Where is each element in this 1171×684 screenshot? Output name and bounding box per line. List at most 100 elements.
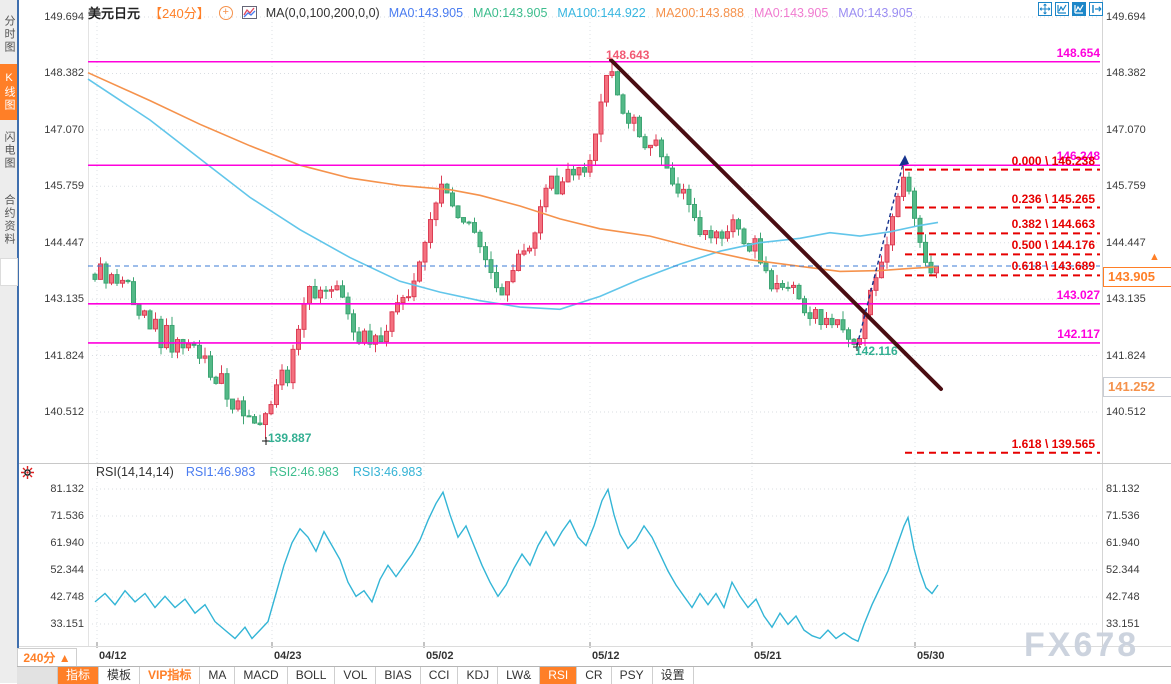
- level-line-label: 146.248: [1056, 149, 1100, 164]
- price-axis-label: 149.694: [1106, 11, 1146, 23]
- toolbar-item-PSY[interactable]: PSY: [612, 667, 653, 684]
- toolbar-item-RSI[interactable]: RSI: [540, 667, 578, 684]
- price-axis-label: 149.694: [44, 11, 84, 23]
- ma-value-label: MA0:143.905: [473, 5, 548, 20]
- sidebar-blank-tab[interactable]: [0, 258, 18, 286]
- rsi-axis-label: 71.536: [1106, 509, 1140, 522]
- watermark: FX678: [1024, 626, 1140, 664]
- rsi-axis-label: 81.132: [1106, 483, 1140, 495]
- rsi-axis-label: 42.748: [50, 590, 84, 603]
- toolbar-item-VOL[interactable]: VOL: [335, 667, 377, 684]
- price-axis-label: 145.759: [44, 180, 84, 193]
- interval-selector[interactable]: 240分 ▲: [17, 648, 77, 668]
- low-cross-marker: [853, 343, 861, 351]
- fib-level-label: 1.618 \ 139.565: [1011, 436, 1095, 451]
- level-line-label: 148.654: [1056, 45, 1100, 60]
- price-axis-label: 143.135: [1106, 293, 1146, 306]
- price-axis-label: 143.135: [44, 293, 84, 306]
- add-indicator-icon[interactable]: +: [218, 5, 233, 20]
- price-axis-label: 140.512: [44, 406, 84, 418]
- sidebar-tab-time-chart[interactable]: 分时图: [3, 14, 15, 54]
- sidebar-tab-lightning-chart[interactable]: 闪电图: [3, 130, 15, 170]
- price-annotation: 142.116: [855, 344, 898, 358]
- date-axis-label: 04/12: [99, 650, 127, 662]
- pane-exit-icon[interactable]: [1089, 2, 1103, 16]
- indicator-settings-icon[interactable]: [21, 465, 34, 479]
- toolbar-item-设置[interactable]: 设置: [653, 667, 694, 684]
- bottom-toolbar: 指标 模板 VIP指标 MA MACD BOLL VOL BIAS CCI KDJ LW& RSI CR…: [17, 666, 1171, 684]
- rsi-axis-label: 33.151: [1106, 618, 1140, 630]
- price-axis-label: 147.070: [44, 123, 84, 136]
- chart-mode-icon[interactable]: [1072, 2, 1086, 16]
- rsi-axis-label: 52.344: [1106, 563, 1140, 576]
- chart-header: 美元日元 【240分】 + MA(0,0,100,200,0,0) MA0:14…: [88, 3, 923, 22]
- rsi-axis-label: 61.940: [1106, 536, 1140, 549]
- date-axis-label: 04/23: [274, 650, 302, 662]
- date-axis-label: 05/21: [754, 650, 782, 662]
- rsi-value-label: RSI1:46.983: [185, 465, 256, 479]
- ma100-line: [87, 78, 939, 311]
- ma-values: MA0:143.905 MA0:143.905 MA100:144.922 MA200…: [389, 6, 923, 20]
- toolbar-item-BOLL[interactable]: BOLL: [288, 667, 336, 684]
- rsi-axis-label: 42.748: [1106, 590, 1140, 603]
- toolbar-filler: [694, 667, 1171, 684]
- fib-level-label: 0.000 \ 146.238: [1011, 153, 1095, 168]
- timeframe-label: 【240分】: [149, 6, 210, 21]
- level-line-label: 143.027: [1056, 287, 1100, 302]
- price-axis-label: 140.512: [1106, 406, 1146, 418]
- region-zoom-icon[interactable]: [1055, 2, 1069, 16]
- sidebar-tab-contract-info[interactable]: 合约资料: [3, 194, 15, 246]
- price-axis-label: 144.447: [1106, 236, 1146, 249]
- rsi-value-label: RSI3:46.983: [352, 465, 423, 479]
- symbol-name: 美元日元: [88, 6, 141, 21]
- fib-level-label: 0.236 \ 145.265: [1011, 191, 1095, 206]
- toolbar-item-LW&[interactable]: LW&: [498, 667, 541, 684]
- arrowhead-icon: [899, 155, 909, 166]
- trend-line[interactable]: [609, 58, 943, 391]
- rsi-title[interactable]: RSI(14,14,14): [96, 465, 174, 479]
- chart-toolbar-icons: [1038, 2, 1103, 16]
- toolbar-spacer: [17, 667, 58, 684]
- price-axis-label: 148.382: [1106, 67, 1146, 80]
- price-axis-label: 144.447: [44, 236, 84, 249]
- ma200-line: [87, 71, 939, 273]
- rsi-axis-label: 33.151: [50, 618, 84, 630]
- rsi-axis-label: 61.940: [50, 536, 84, 549]
- fib-level-label: 0.618 \ 143.689: [1011, 259, 1095, 274]
- toolbar-item-CR[interactable]: CR: [577, 667, 612, 684]
- ma-settings-label[interactable]: MA(0,0,100,200,0,0): [265, 5, 380, 20]
- toolbar-item-KDJ[interactable]: KDJ: [458, 667, 499, 684]
- rsi-line: [94, 487, 939, 643]
- ma-value-label: MA0:143.905: [838, 5, 913, 20]
- sidebar-tab-kline-chart[interactable]: K线图: [0, 64, 17, 120]
- fib-level-label: 0.500 \ 144.176: [1011, 238, 1095, 253]
- date-axis-label: 05/02: [426, 650, 454, 662]
- ma-chart-icon[interactable]: [241, 6, 257, 19]
- ma-value-label: MA200:143.888: [655, 5, 744, 20]
- toolbar-item-VIP指标[interactable]: VIP指标: [140, 667, 201, 684]
- toolbar-item-BIAS[interactable]: BIAS: [376, 667, 421, 684]
- toolbar-item-MA[interactable]: MA: [200, 667, 236, 684]
- toolbar-item-模板[interactable]: 模板: [99, 667, 141, 684]
- low-cross-marker: [262, 437, 270, 445]
- price-axis-label: 141.824: [1106, 349, 1146, 362]
- date-axis-label: 05/12: [592, 650, 620, 662]
- ma-value-label: MA0:143.905: [388, 5, 464, 20]
- level-line-label: 142.117: [1057, 326, 1100, 341]
- rsi-values: RSI1:46.983 RSI2:46.983 RSI3:46.983: [186, 465, 437, 479]
- projection-arrow-line[interactable]: [856, 159, 905, 347]
- toolbar-item-MACD[interactable]: MACD: [235, 667, 288, 684]
- rsi-value-label: RSI2:46.983: [269, 465, 339, 479]
- ma-value-label: MA0:143.905: [753, 5, 829, 20]
- toolbar-item-指标[interactable]: 指标: [58, 667, 100, 684]
- price-annotation: 148.643: [606, 48, 650, 62]
- toolbar-item-CCI[interactable]: CCI: [421, 667, 459, 684]
- level-badge: 141.252: [1103, 377, 1171, 397]
- fib-level-label: 0.382 \ 144.663: [1011, 217, 1095, 232]
- left-sidebar: 分时图 K线图闪电图合约资料: [0, 0, 19, 683]
- price-axis-label: 145.759: [1106, 180, 1146, 193]
- price-up-arrow-icon: ▲: [1149, 251, 1160, 263]
- rsi-axis-label: 71.536: [50, 509, 84, 522]
- crosshair-move-icon[interactable]: [1038, 2, 1052, 16]
